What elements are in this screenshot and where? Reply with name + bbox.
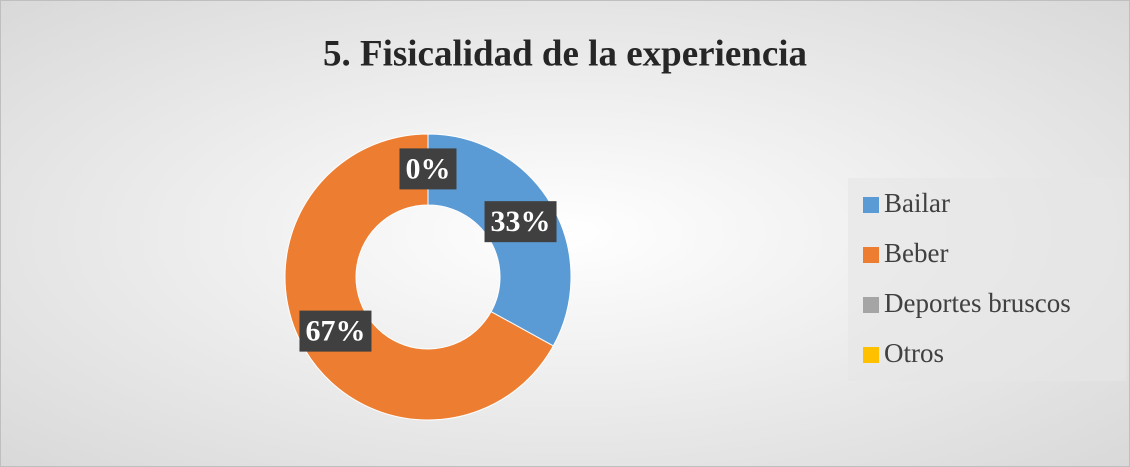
chart-title: 5. Fisicalidad de la experiencia: [323, 33, 807, 74]
legend-swatch: [863, 197, 879, 213]
data-label: 33%: [491, 205, 551, 238]
data-label: 67%: [305, 315, 365, 348]
legend-swatch: [863, 247, 879, 263]
legend-box: [848, 178, 1126, 381]
data-label: 0%: [406, 152, 451, 185]
legend-label: Beber: [884, 238, 948, 268]
legend-swatch: [863, 297, 879, 313]
legend-label: Otros: [884, 338, 944, 368]
data-label-box: [299, 310, 372, 352]
data-label-box: [399, 148, 457, 190]
data-label-box: [484, 201, 557, 243]
legend-label: Deportes bruscos: [884, 288, 1071, 318]
legend-swatch: [863, 347, 879, 363]
legend-label: Bailar: [884, 188, 950, 218]
